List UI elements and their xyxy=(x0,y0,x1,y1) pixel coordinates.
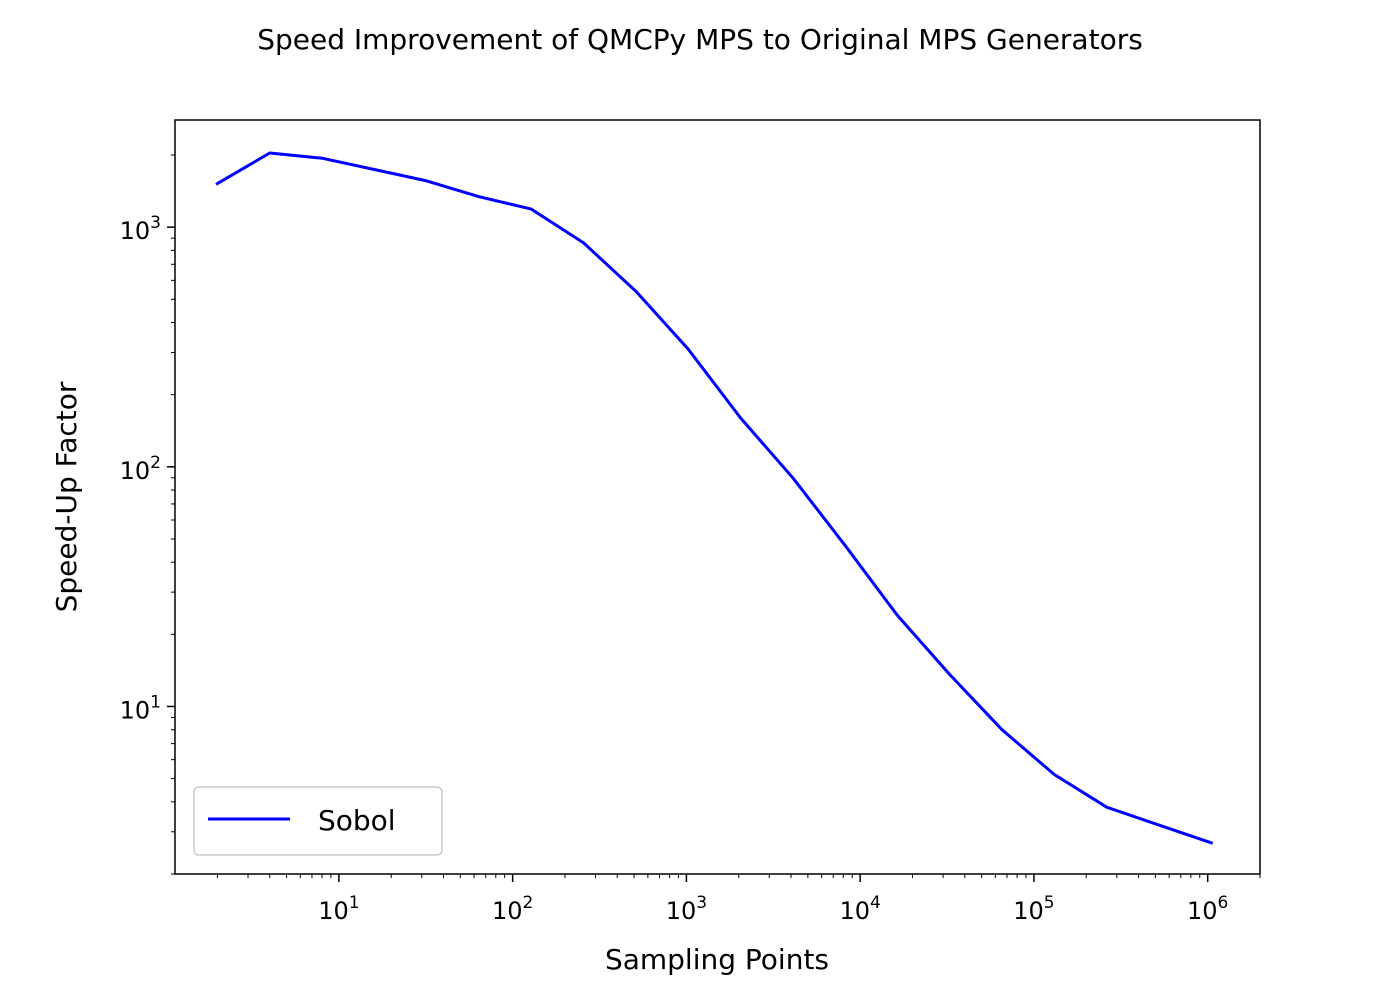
x-tick-label: 103 xyxy=(666,893,707,925)
y-tick-label: 102 xyxy=(120,453,161,485)
legend-box xyxy=(193,786,443,856)
y-minor-ticks xyxy=(171,154,175,875)
x-minor-ticks xyxy=(216,874,1261,878)
y-axis-label: Speed-Up Factor xyxy=(50,381,83,612)
x-tick-label: 104 xyxy=(839,893,880,925)
x-tick-label: 106 xyxy=(1187,893,1228,925)
plot-area: 101 102 103 104 105 106 101 102 103 xyxy=(120,119,1261,925)
y-tick-label: 101 xyxy=(120,692,161,724)
plot-frame xyxy=(174,119,1261,875)
y-axis-ticks: 101 102 103 xyxy=(120,213,175,724)
x-axis-label: Sampling Points xyxy=(605,943,829,976)
x-tick-label: 101 xyxy=(318,893,359,925)
series-layer xyxy=(215,151,1214,845)
chart-title: Speed Improvement of QMCPy MPS to Origin… xyxy=(257,23,1143,56)
x-tick-label: 102 xyxy=(492,893,533,925)
legend-label-sobol: Sobol xyxy=(318,804,396,837)
x-axis-ticks: 101 102 103 104 105 106 xyxy=(318,874,1228,925)
y-tick-label: 103 xyxy=(120,213,161,245)
legend: Sobol xyxy=(193,786,443,856)
x-tick-label: 105 xyxy=(1013,893,1054,925)
series-line-sobol xyxy=(215,151,1214,845)
